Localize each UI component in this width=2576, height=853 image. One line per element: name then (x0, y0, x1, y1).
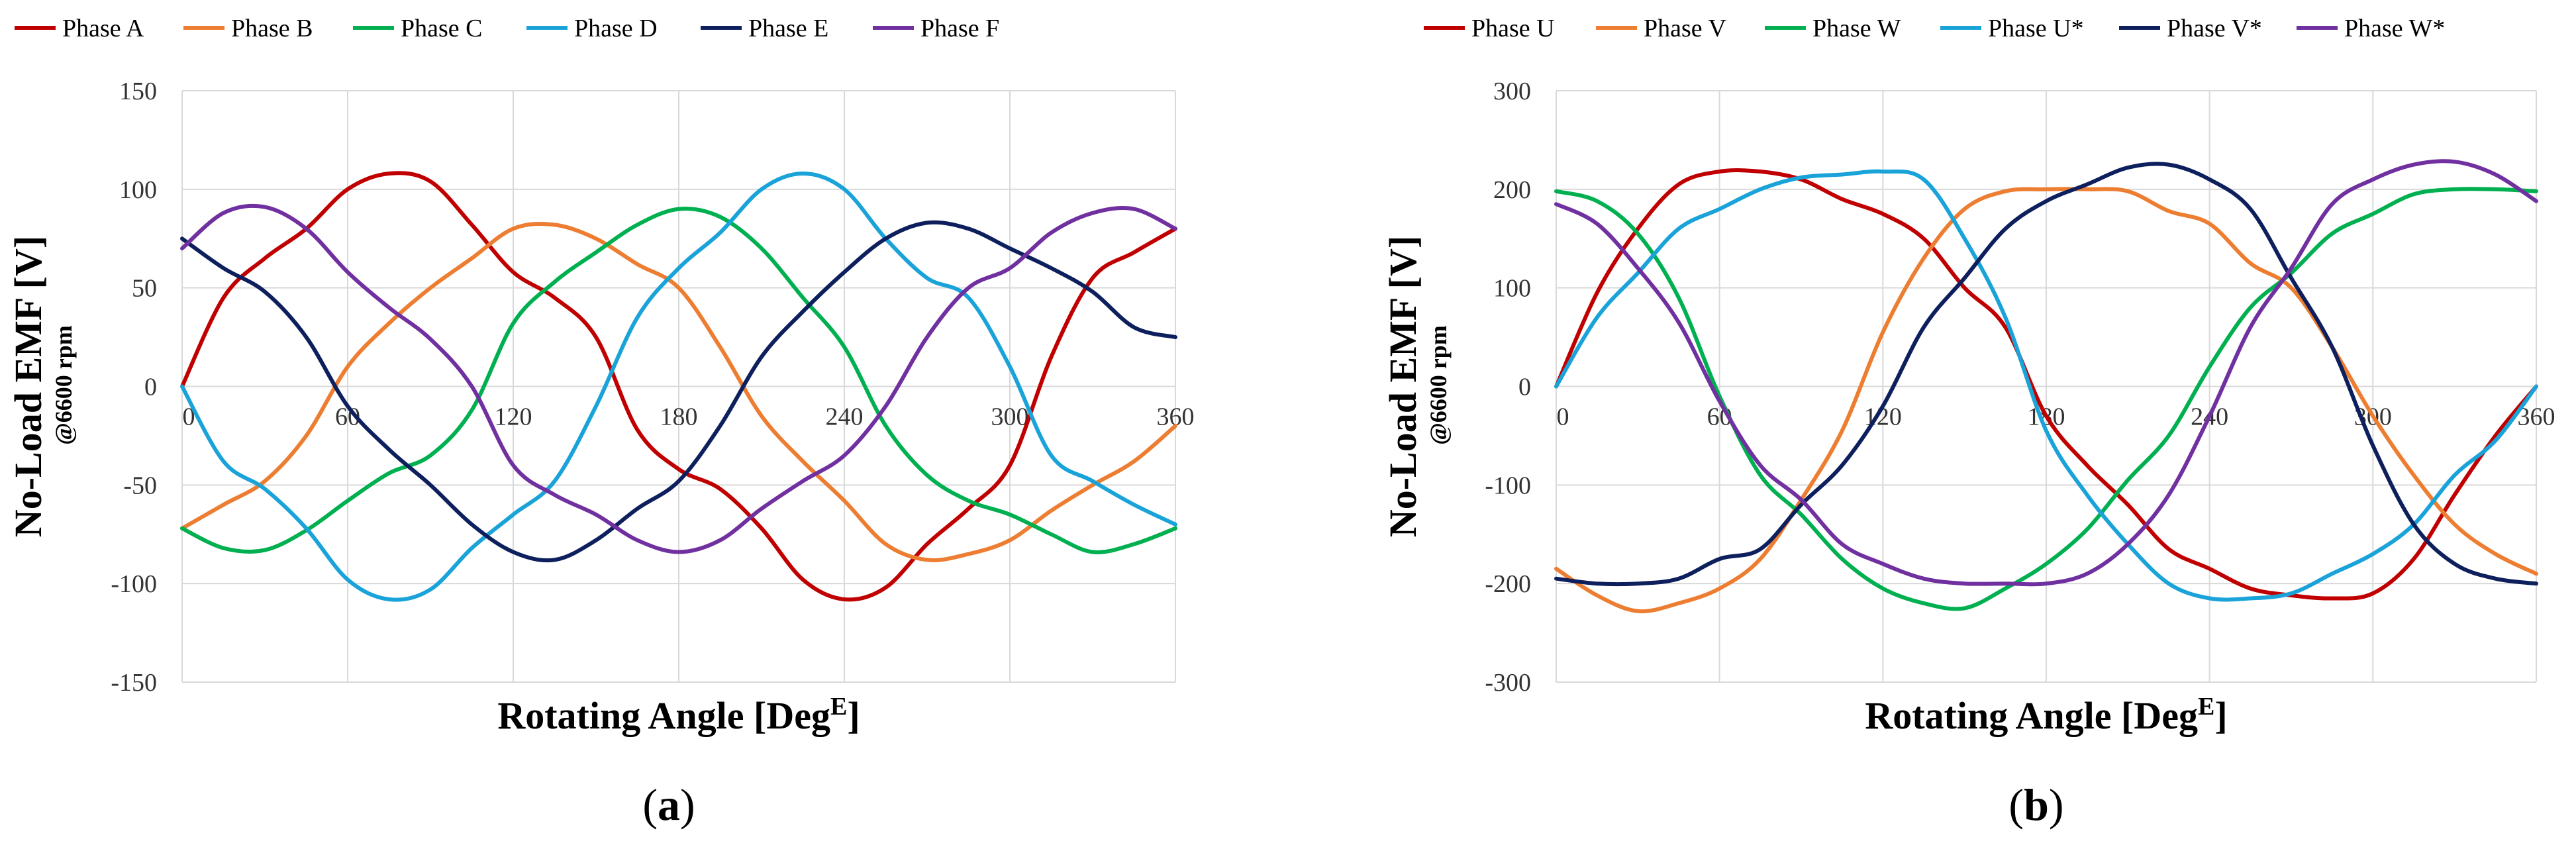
y-tick-label: 100 (119, 176, 157, 204)
y-tick-label: -50 (123, 472, 157, 499)
legend-label: Phase E (748, 15, 828, 42)
x-tick-label: 0 (1557, 403, 1569, 431)
x-tick-label: 300 (991, 403, 1029, 431)
series-line-phase-w (1554, 187, 2538, 611)
y-tick-label: 50 (132, 275, 157, 303)
legend-label: Phase V (1644, 15, 1726, 42)
series-line-phase-b (180, 221, 1177, 562)
y-tick-label: 200 (1493, 176, 1531, 204)
panel-label: (a) (642, 779, 695, 830)
x-tick-label: 120 (495, 403, 532, 431)
series-line-phase-u (1554, 168, 2538, 601)
y-axis-subtitle: @6600 rpm (50, 325, 77, 444)
y-tick-label: -150 (111, 669, 157, 697)
y-tick-label: -200 (1485, 570, 1531, 598)
y-tick-label: -300 (1485, 669, 1531, 697)
y-tick-label: 300 (1493, 77, 1531, 105)
y-axis-title: No-Load EMF [V] (7, 236, 50, 537)
y-tick-label: -100 (111, 570, 157, 598)
panel-label: (b) (2008, 779, 2063, 830)
legend-label: Phase V* (2167, 15, 2262, 42)
y-axis-subtitle: @6600 rpm (1425, 325, 1452, 444)
x-axis-title: Rotating Angle [DegE] (497, 693, 860, 737)
legend-label: Phase W (1812, 15, 1901, 42)
y-tick-label: 100 (1493, 275, 1531, 303)
y-tick-label: 0 (144, 374, 157, 401)
y-tick-label: 150 (119, 77, 157, 105)
legend-label: Phase C (401, 15, 483, 42)
series-line-phase-a (180, 171, 1177, 602)
series-line-phase-c (180, 207, 1177, 554)
x-axis-title: Rotating Angle [DegE] (1865, 693, 2227, 737)
legend-label: Phase W* (2344, 15, 2445, 42)
series-line-phase-e (180, 220, 1177, 563)
x-tick-label: 360 (2518, 403, 2555, 431)
series-line-phase-w (1554, 159, 2538, 587)
legend-label: Phase U (1471, 15, 1555, 42)
series-line-phase-v (1554, 187, 2538, 614)
series-line-phase-u (1554, 169, 2538, 602)
x-tick-label: 180 (660, 403, 698, 431)
legend-label: Phase F (920, 15, 999, 42)
y-axis-title: No-Load EMF [V] (1381, 236, 1424, 537)
legend-label: Phase B (231, 15, 313, 42)
series-line-phase-v (1554, 162, 2538, 587)
y-tick-label: -100 (1485, 472, 1531, 499)
series-line-phase-f (180, 203, 1177, 554)
series-line-phase-d (180, 172, 1177, 602)
legend-label: Phase U* (1988, 15, 2084, 42)
y-tick-label: 0 (1518, 374, 1531, 401)
x-tick-label: 240 (826, 403, 864, 431)
legend-label: Phase D (574, 15, 658, 42)
legend-label: Phase A (62, 15, 144, 42)
